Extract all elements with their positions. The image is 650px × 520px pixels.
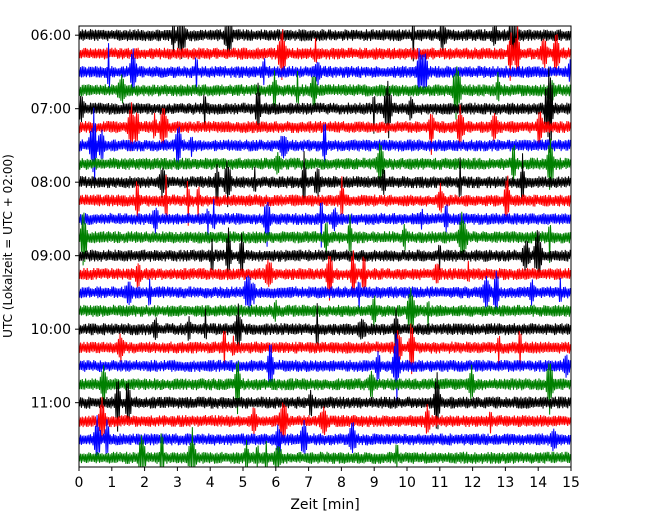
trace-row-16: [78, 303, 572, 350]
trace-row-15: [78, 287, 572, 334]
trace-row-23: [78, 427, 572, 468]
trace-row-4: [78, 67, 572, 153]
x-tick-label: 8: [337, 475, 346, 491]
trace-row-10: [78, 198, 572, 248]
trace-row-0: [78, 25, 572, 62]
x-axis-label: Zeit [min]: [290, 497, 359, 513]
trace-row-3: [78, 66, 572, 120]
y-tick-label: 07:00: [31, 102, 71, 118]
x-tick-label: 6: [271, 475, 280, 491]
y-tick-label: 08:00: [31, 175, 71, 191]
x-tick-label: 10: [398, 475, 416, 491]
x-tick-label: 14: [529, 475, 547, 491]
x-axis: 0 1 2 3 4 5 6 7 8 9 10 11 12 13 14 15: [75, 467, 580, 491]
trace-row-17: [78, 323, 572, 375]
trace-row-12: [78, 227, 572, 279]
trace-row-9: [78, 174, 572, 226]
x-tick-label: 1: [107, 475, 116, 491]
x-tick-label: 9: [370, 475, 379, 491]
plot-frame: [78, 25, 572, 468]
x-tick-label: 15: [562, 475, 580, 491]
x-tick-label: 4: [206, 475, 215, 491]
y-tick-label: 11:00: [31, 396, 71, 412]
x-tick-label: 13: [496, 475, 514, 491]
trace-row-20: [78, 372, 572, 432]
trace-row-7: [78, 138, 572, 190]
trace-row-1: [78, 25, 572, 81]
trace-row-2: [78, 43, 572, 94]
x-tick-label: 2: [140, 475, 149, 491]
trace-row-18: [78, 333, 572, 406]
trace-row-21: [78, 396, 572, 443]
y-axis-label: UTC (Lokalzeit = UTC + 02:00): [1, 154, 15, 338]
y-axis: 06:00 07:00 08:00 09:00 10:00 11:00: [31, 28, 79, 412]
trace-row-19: [78, 361, 572, 415]
trace-row-11: [78, 211, 572, 266]
y-tick-label: 10:00: [31, 322, 71, 338]
trace-row-13: [78, 250, 572, 301]
x-tick-label: 3: [173, 475, 182, 491]
x-tick-label: 7: [304, 475, 313, 491]
x-tick-label: 5: [239, 475, 248, 491]
y-tick-label: 06:00: [31, 28, 71, 44]
trace-row-6: [78, 107, 572, 186]
trace-group: [78, 25, 572, 468]
x-tick-label: 0: [75, 475, 84, 491]
x-tick-label: 11: [431, 475, 449, 491]
trace-row-8: [78, 151, 572, 208]
y-tick-label: 09:00: [31, 249, 71, 265]
trace-row-14: [78, 270, 572, 314]
x-tick-label: 12: [464, 475, 482, 491]
